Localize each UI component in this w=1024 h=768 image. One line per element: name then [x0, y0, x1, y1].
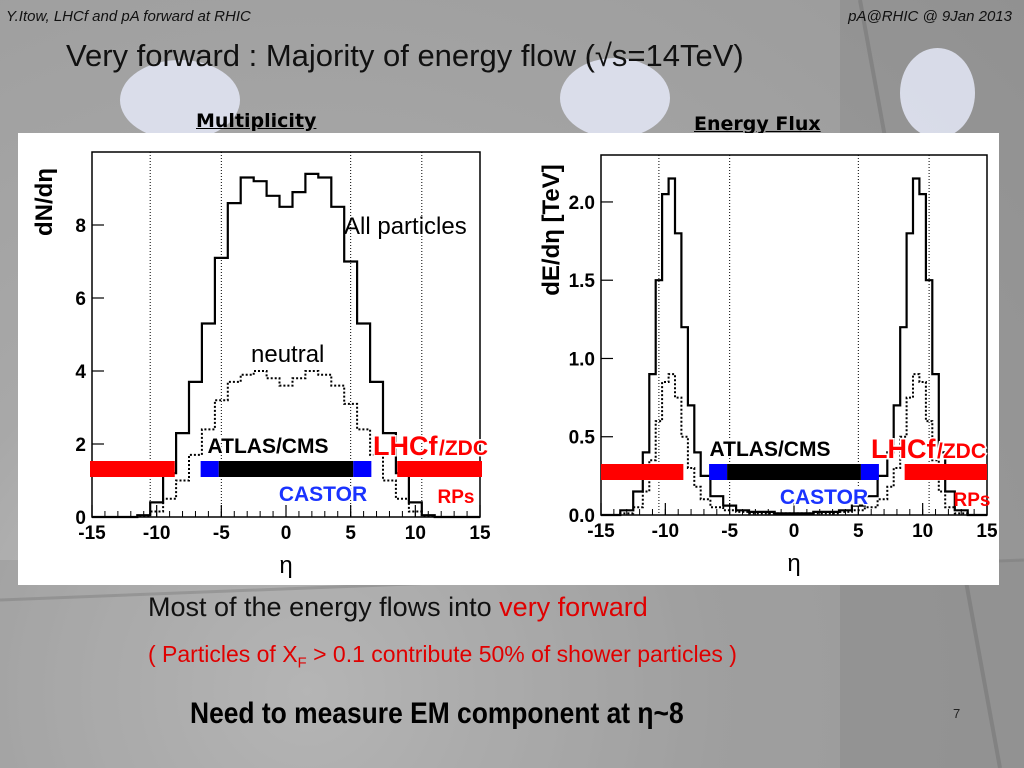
bullet-text: Most of the energy flows into [148, 592, 500, 622]
castor-label: CASTOR [279, 483, 367, 506]
y-tick-label: 8 [75, 216, 86, 237]
background-disc-far-right [900, 48, 975, 138]
x-tick-label: 15 [976, 521, 998, 542]
atlas-cms-label: ATLAS/CMS [710, 438, 831, 461]
x-tick-label: 10 [912, 521, 933, 542]
y-tick-label: 2.0 [569, 193, 595, 214]
x-axis-label: η [787, 550, 800, 577]
detector-bar-atlas/cms [727, 464, 861, 480]
y-tick-label: 1.0 [569, 349, 595, 370]
detector-bar-castor-right [353, 461, 372, 477]
header-event: pA@RHIC @ 9Jan 2013 [848, 8, 1012, 25]
x-tick-label: 0 [281, 523, 292, 544]
background-disc-left [120, 60, 240, 140]
detector-bar-castor-right [860, 464, 879, 480]
detector-bar-lhcf/zdc-right [397, 461, 482, 477]
x-tick-label: -10 [143, 523, 170, 544]
y-tick-label: 0 [75, 508, 86, 529]
energy-flux-title: Energy Flux [694, 113, 821, 135]
rps-label: RPs [438, 487, 475, 508]
series-neutral-line [92, 370, 480, 518]
charts-panel: -15 -10 -5 0 5 10 15 0 2 4 6 8 η dN/dη ATLAS/CMS CASTOR… [18, 133, 999, 585]
bullet-highlight: very forward [499, 592, 648, 622]
detector-bar-lhcf/zdc-right [904, 464, 987, 480]
detector-bar-lhcf/zdc-left [601, 464, 684, 480]
x-tick-label: -10 [652, 521, 679, 542]
rps-label: RPs [954, 490, 991, 511]
detector-bar-atlas/cms [218, 461, 354, 477]
zdc-label: /ZDC [439, 437, 488, 460]
detector-bar-lhcf/zdc-left [90, 461, 175, 477]
bullet2-text-a: ( Particles of X [148, 641, 298, 667]
bullet2-subscript: F [297, 654, 307, 672]
bullet-particles: ( Particles of XF > 0.1 contribute 50% o… [148, 641, 737, 672]
lhcf-label: LHCf [871, 434, 936, 464]
y-axis-label: dN/dη [31, 168, 58, 236]
atlas-cms-label: ATLAS/CMS [208, 435, 329, 458]
y-tick-label: 4 [75, 362, 86, 383]
bullet-energy-flow: Most of the energy flows into very forwa… [148, 592, 648, 623]
x-tick-label: 0 [789, 521, 800, 542]
x-tick-label: 5 [853, 521, 864, 542]
y-axis-label: dE/dη [TeV] [538, 164, 565, 296]
background-disc-right [560, 58, 670, 138]
y-tick-label: 0.0 [569, 506, 595, 527]
detector-bar-castor-left [709, 464, 728, 480]
detector-bar-castor-left [200, 461, 219, 477]
annotation-neutral: neutral [251, 341, 324, 368]
x-tick-label: 5 [345, 523, 356, 544]
castor-label: CASTOR [780, 486, 868, 509]
page-number: 7 [953, 706, 961, 721]
multiplicity-title: Multiplicity [196, 110, 317, 132]
zdc-label: /ZDC [937, 440, 986, 463]
x-axis-label: η [279, 552, 292, 579]
x-tick-label: -15 [587, 521, 615, 542]
x-tick-label: 10 [405, 523, 426, 544]
x-tick-label: 15 [469, 523, 491, 544]
annotation-all-particles: All particles [344, 213, 467, 240]
y-tick-label: 1.5 [569, 271, 596, 292]
x-tick-label: -5 [213, 523, 230, 544]
bullet2-text-b: > 0.1 contribute 50% of shower particles… [306, 641, 737, 667]
y-tick-label: 6 [75, 289, 86, 310]
lhcf-label: LHCf [373, 431, 438, 461]
y-tick-label: 2 [75, 435, 86, 456]
x-tick-label: -15 [78, 523, 106, 544]
x-tick-label: -5 [721, 521, 738, 542]
slide-title: Very forward : Majority of energy flow (… [66, 38, 744, 73]
multiplicity-chart: -15 -10 -5 0 5 10 15 0 2 4 6 8 η dN/dη ATLAS/CMS CASTOR… [31, 151, 491, 579]
conclusion: Need to measure EM component at η~8 [190, 697, 684, 730]
header-author: Y.Itow, LHCf and pA forward at RHIC [6, 8, 251, 25]
energy-flux-chart: -15 -10 -5 0 5 10 15 0.0 0.5 1.0 1.5 2.0 η dE/dη [TeV… [538, 154, 998, 577]
y-tick-label: 0.5 [569, 428, 596, 449]
